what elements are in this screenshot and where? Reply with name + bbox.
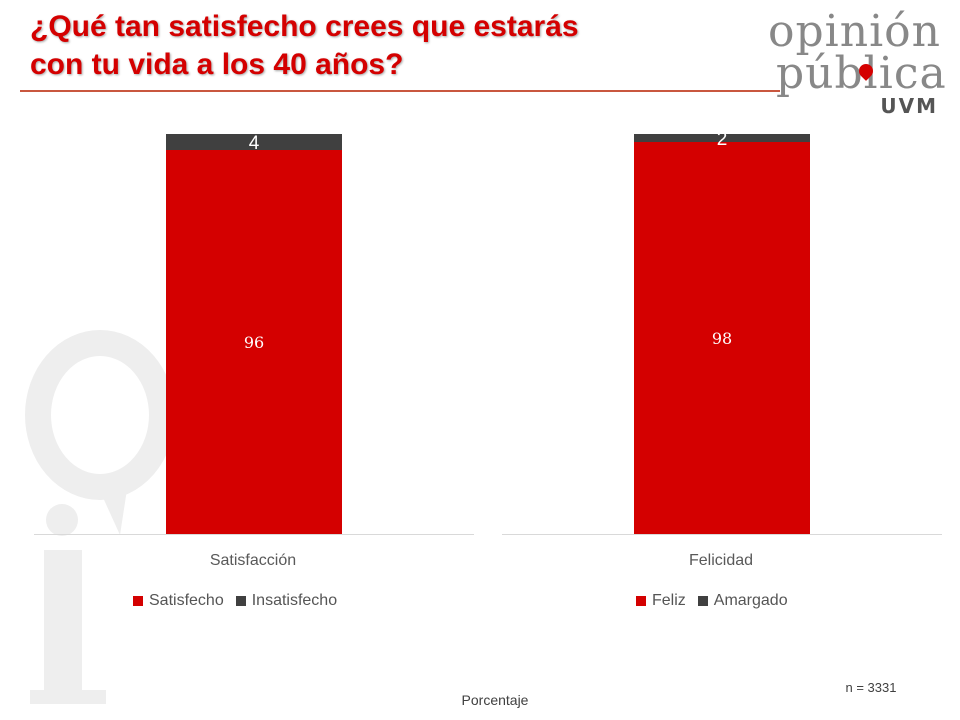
opinion-publica-uvm-logo: opinión pública UVM [764,6,946,117]
sample-size-label: n = 3331 [845,680,897,695]
data-label-satisfecho: 96 [244,333,264,352]
data-label-amargado: 2 [717,129,728,150]
title-line-2: con tu vida a los 40 años? [30,48,404,81]
legend-right: Feliz Amargado [636,591,800,611]
bar-segment-satisfecho [166,150,342,534]
legend-swatch-insatisfecho [235,596,246,606]
bar-segment-feliz [634,142,810,534]
data-label-feliz: 98 [712,329,732,348]
legend-swatch-satisfecho [133,596,143,606]
bar-segment-insatisfecho [166,134,342,150]
title-line-1: ¿Qué tan satisfecho crees que estarás [30,10,579,43]
title-divider [20,90,780,92]
watermark-graphic [25,330,175,704]
category-label-felicidad: Felicidad [688,552,754,569]
bar-segment-amargado [634,134,810,142]
logo-line-1: opinión [768,6,941,57]
legend-item-satisfecho: Satisfecho [133,591,224,611]
legend-left: Satisfecho Insatisfecho [133,591,349,611]
legend-swatch-amargado [697,596,708,606]
category-label-satisfaccion: Satisfacción [209,552,297,569]
legend-item-insatisfecho: Insatisfecho [235,591,338,611]
legend-label-feliz: Feliz [652,592,686,609]
legend-item-feliz: Feliz [636,591,686,611]
logo-line-3: UVM [880,94,938,118]
data-label-insatisfecho: 4 [249,133,260,154]
legend-label-satisfecho: Satisfecho [149,592,224,609]
footer-caption: Porcentaje [461,692,529,708]
legend-label-amargado: Amargado [713,592,788,609]
legend-label-insatisfecho: Insatisfecho [251,592,338,609]
page-title: ¿Qué tan satisfecho crees que estarás co… [30,8,750,84]
legend-item-amargado: Amargado [697,591,788,611]
legend-swatch-feliz [636,596,646,606]
